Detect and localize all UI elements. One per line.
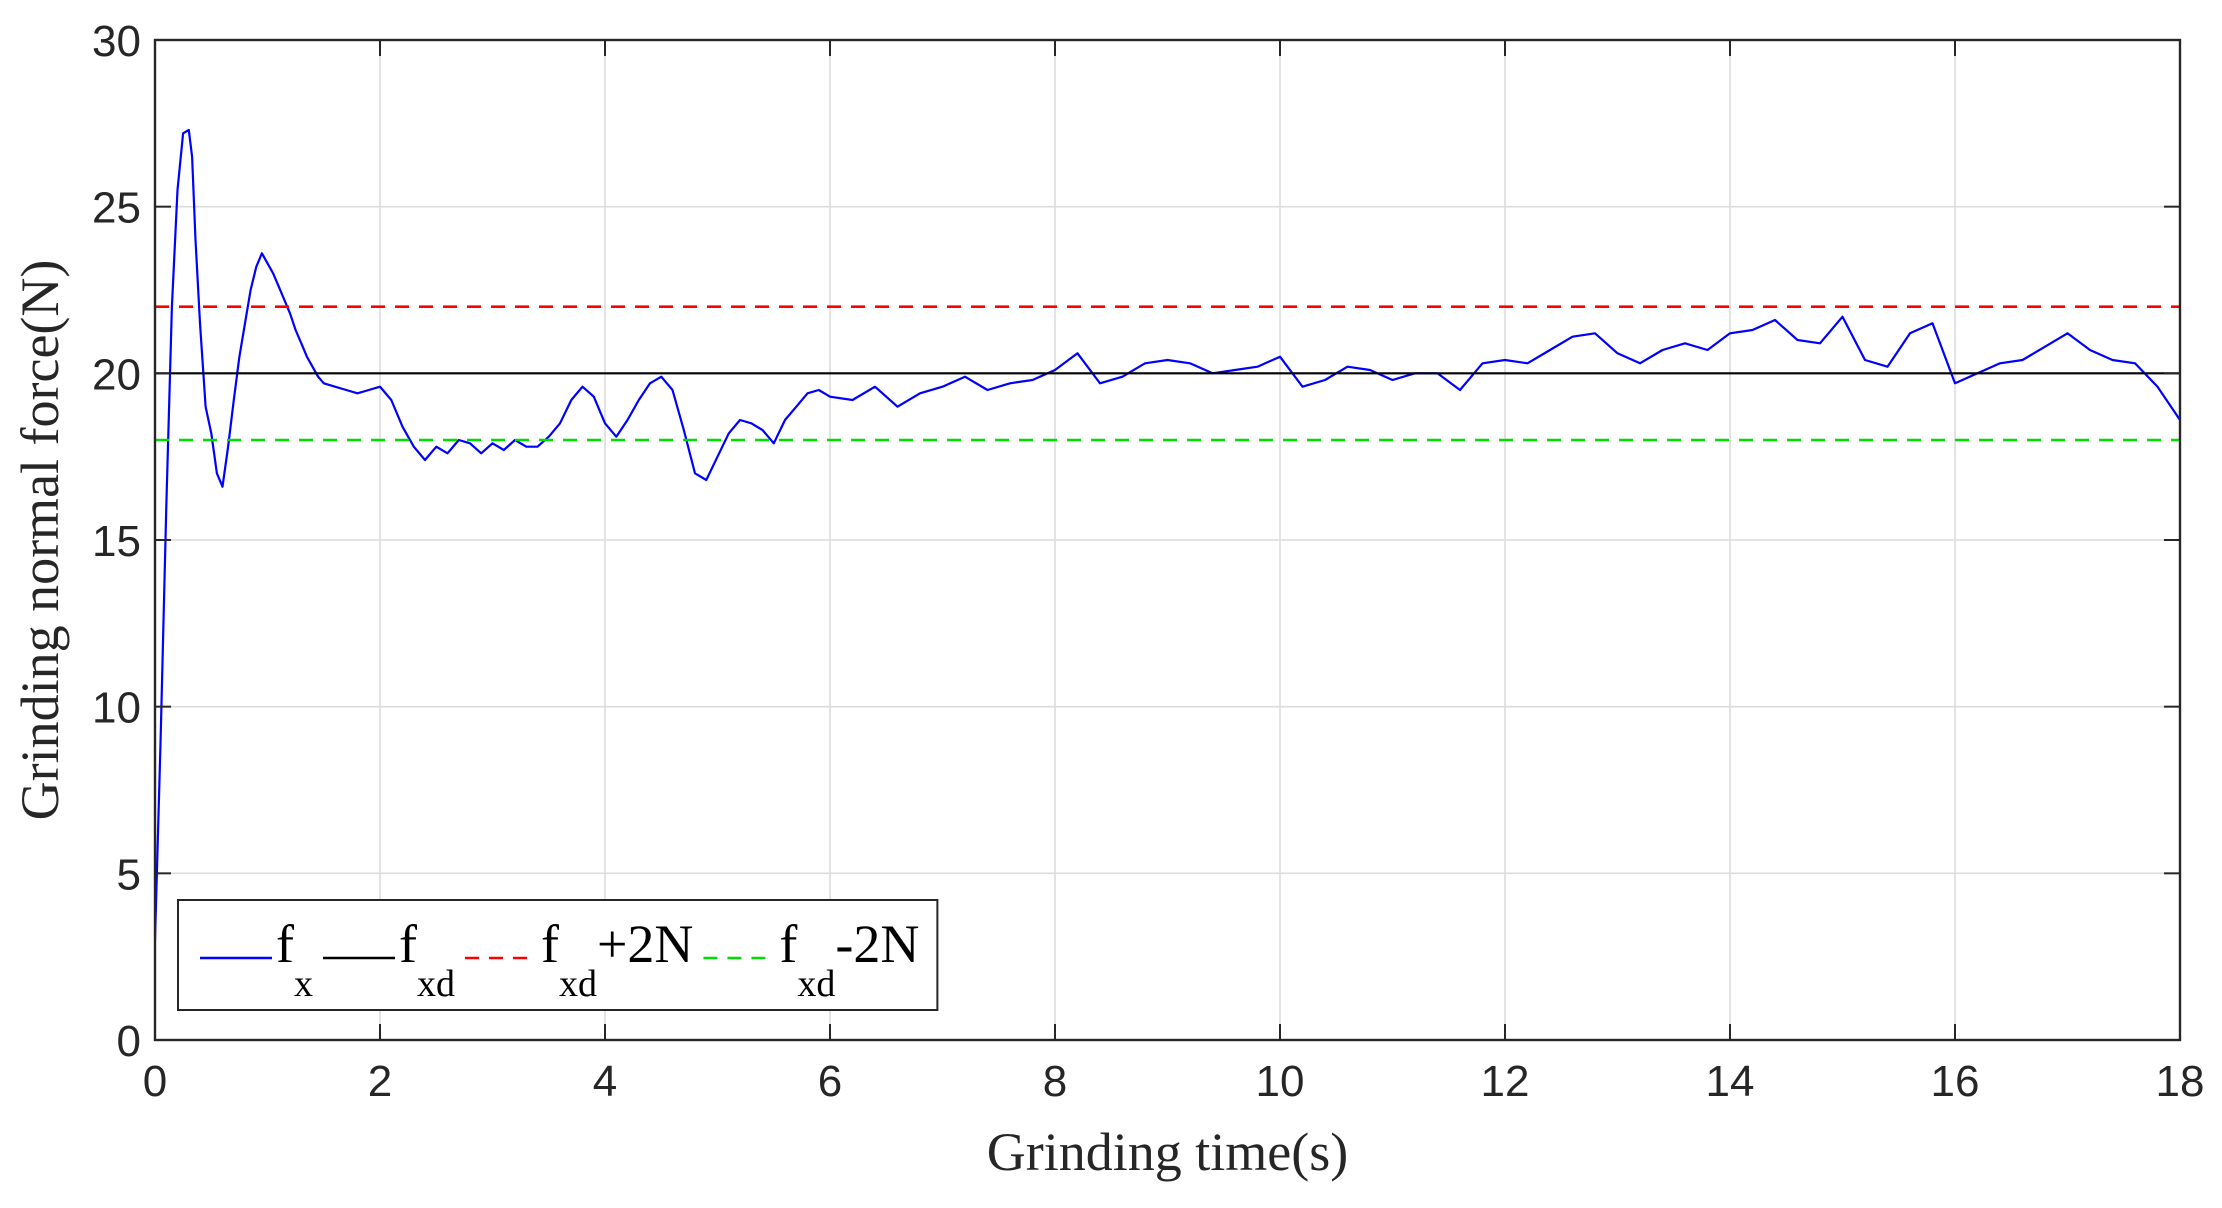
legend-entry: fx	[276, 914, 313, 1005]
legend: fx fxd fxd+2N fxd-2N	[177, 899, 939, 1011]
x-axis-label: Grinding time(s)	[987, 1122, 1348, 1182]
x-tick-label: 12	[1481, 1057, 1530, 1106]
x-tick-label: 2	[368, 1057, 392, 1106]
legend-entry: fxd-2N	[779, 914, 919, 1005]
ticks-layer: 0 2 4 6 8 10 12 14 16 18 0 5 10 15 20 25 30	[92, 17, 2204, 1106]
x-tick-label: 18	[2156, 1057, 2205, 1106]
series-line-f-x	[155, 128, 2180, 941]
series-layer	[155, 128, 2180, 941]
y-axis-label: Grinding normal force(N)	[10, 260, 70, 821]
legend-entry: fxd	[399, 914, 455, 1005]
x-tick-label: 8	[1043, 1057, 1067, 1106]
y-tick-label: 15	[92, 517, 141, 566]
y-tick-label: 20	[92, 350, 141, 399]
x-tick-label: 14	[1706, 1057, 1755, 1106]
legend-box	[177, 899, 939, 1011]
y-tick-label: 10	[92, 684, 141, 733]
y-tick-label: 25	[92, 184, 141, 233]
y-tick-label: 30	[92, 17, 141, 66]
y-tick-label: 0	[117, 1017, 141, 1066]
grid-lines	[155, 40, 2180, 1040]
y-tick-label: 5	[117, 850, 141, 899]
x-tick-label: 10	[1256, 1057, 1305, 1106]
legend-entry: fxd+2N	[541, 914, 693, 1005]
x-tick-label: 6	[818, 1057, 842, 1106]
x-tick-label: 4	[593, 1057, 617, 1106]
x-tick-label: 16	[1931, 1057, 1980, 1106]
x-tick-label: 0	[143, 1057, 167, 1106]
